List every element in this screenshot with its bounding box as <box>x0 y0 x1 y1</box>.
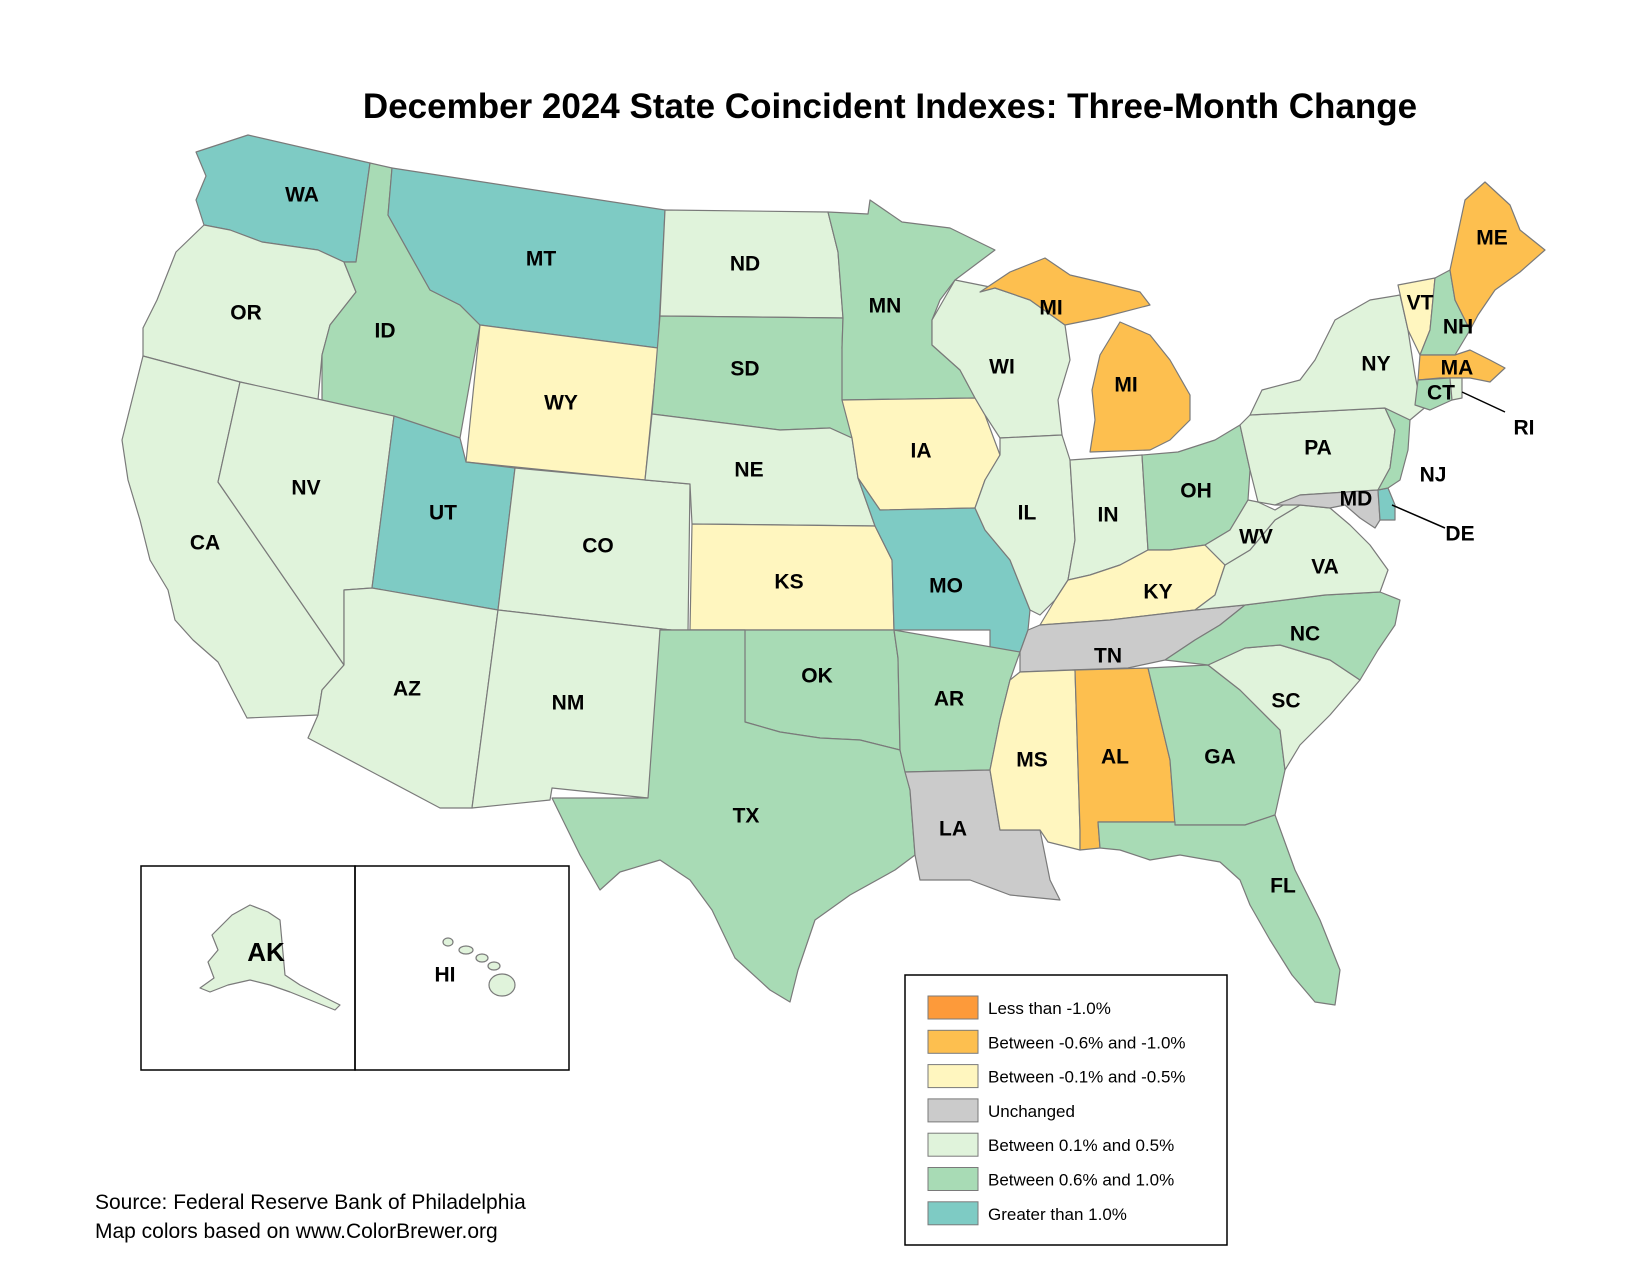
label-id: ID <box>375 320 396 343</box>
label-az: AZ <box>393 678 421 701</box>
label-ri: RI <box>1514 417 1535 440</box>
label-md: MD <box>1340 488 1373 511</box>
state-nj[interactable] <box>1377 407 1411 491</box>
legend-swatch-neg06-neg1 <box>927 1029 979 1054</box>
legend-label-neg06-neg1: Between -0.6% and -1.0% <box>988 1033 1186 1052</box>
states-layer <box>121 134 1546 1006</box>
label-la: LA <box>939 818 967 841</box>
legend: Less than -1.0% Between -0.6% and -1.0% Be… <box>904 974 1228 1246</box>
label-nv: NV <box>291 477 320 500</box>
state-ct[interactable] <box>1414 377 1453 411</box>
map-title: December 2024 State Coincident Indexes: … <box>363 87 1417 126</box>
legend-label-p06-10: Between 0.6% and 1.0% <box>988 1171 1174 1190</box>
legend-label-unchanged: Unchanged <box>988 1102 1075 1121</box>
state-labels: WA OR CA ID NV MT WY UT CO AZ NM ND SD N… <box>190 184 1535 987</box>
legend-label-neg01-neg05: Between -0.1% and -0.5% <box>988 1068 1186 1087</box>
label-mi-up: MI <box>1039 297 1062 320</box>
label-ct: CT <box>1427 382 1455 405</box>
state-hi-island-4[interactable] <box>487 961 501 971</box>
state-ak[interactable] <box>199 904 341 1011</box>
state-mi-lp[interactable] <box>1089 321 1191 453</box>
label-ut: UT <box>429 502 457 525</box>
label-wv: WV <box>1239 526 1273 549</box>
label-il: IL <box>1018 502 1037 525</box>
legend-swatch-p06-10 <box>927 1167 979 1191</box>
label-pa: PA <box>1304 437 1332 460</box>
label-mt: MT <box>526 248 556 271</box>
label-ga: GA <box>1204 746 1236 769</box>
label-al: AL <box>1101 746 1129 769</box>
label-ky: KY <box>1143 581 1172 604</box>
state-mi-up[interactable] <box>979 257 1151 326</box>
label-sc: SC <box>1271 690 1300 713</box>
leader-lines <box>1391 391 1506 529</box>
label-nd: ND <box>730 253 760 276</box>
label-va: VA <box>1311 556 1339 579</box>
legend-swatch-neg01-neg05 <box>927 1064 979 1089</box>
label-ny: NY <box>1361 353 1390 376</box>
state-fl[interactable] <box>1097 814 1341 1006</box>
label-fl: FL <box>1270 875 1296 898</box>
label-in: IN <box>1098 504 1119 527</box>
label-ia: IA <box>911 440 932 463</box>
legend-label-lt-neg1: Less than -1.0% <box>988 999 1111 1018</box>
label-ma: MA <box>1441 357 1474 380</box>
label-co: CO <box>582 535 614 558</box>
label-ks: KS <box>774 571 803 594</box>
state-hi-island-1[interactable] <box>442 937 454 947</box>
hawaii-inset-box <box>354 865 570 1071</box>
label-wa: WA <box>285 184 319 207</box>
label-me: ME <box>1476 227 1508 250</box>
label-ca: CA <box>190 532 220 555</box>
state-me[interactable] <box>1449 181 1546 331</box>
label-wy: WY <box>544 392 578 415</box>
label-ne: NE <box>734 459 763 482</box>
state-hi-island-2[interactable] <box>458 945 474 955</box>
label-nm: NM <box>552 692 585 715</box>
legend-label-gt-1: Greater than 1.0% <box>988 1205 1127 1224</box>
label-nc: NC <box>1290 623 1320 646</box>
label-ms: MS <box>1016 749 1048 772</box>
label-hi: HI <box>435 964 456 987</box>
label-ok: OK <box>801 665 833 688</box>
label-nj: NJ <box>1420 464 1447 487</box>
state-ri[interactable] <box>1449 377 1463 401</box>
source-line-2: Map colors based on www.ColorBrewer.org <box>95 1220 498 1243</box>
label-wi: WI <box>989 356 1015 379</box>
state-hi-island-3[interactable] <box>475 953 489 963</box>
label-vt: VT <box>1407 292 1434 315</box>
label-tn: TN <box>1094 645 1122 668</box>
state-tx[interactable] <box>551 629 916 1003</box>
source-line-1: Source: Federal Reserve Bank of Philadel… <box>95 1191 526 1214</box>
state-md[interactable] <box>1274 489 1381 529</box>
label-mi-lp: MI <box>1114 374 1137 397</box>
state-hi-group <box>442 937 516 997</box>
legend-swatch-lt-neg1 <box>927 995 979 1020</box>
label-de: DE <box>1445 523 1474 546</box>
legend-swatch-p01-05 <box>927 1132 979 1157</box>
leader-line-ri <box>1461 391 1506 413</box>
label-nh: NH <box>1443 316 1473 339</box>
state-hi-island-5[interactable] <box>488 973 516 997</box>
label-mo: MO <box>929 575 963 598</box>
state-de[interactable] <box>1377 487 1396 521</box>
legend-swatch-unchanged <box>927 1098 979 1123</box>
label-ar: AR <box>934 688 964 711</box>
label-mn: MN <box>869 295 902 318</box>
legend-items: Less than -1.0% Between -0.6% and -1.0% Be… <box>927 995 1186 1226</box>
leader-line-de <box>1391 504 1446 529</box>
label-ak: AK <box>247 937 285 967</box>
label-sd: SD <box>730 358 759 381</box>
label-tx: TX <box>733 805 760 828</box>
label-oh: OH <box>1180 480 1212 503</box>
legend-label-p01-05: Between 0.1% and 0.5% <box>988 1136 1174 1155</box>
label-or: OR <box>230 302 262 325</box>
legend-swatch-gt-1 <box>927 1201 979 1226</box>
state-co[interactable] <box>497 467 691 633</box>
